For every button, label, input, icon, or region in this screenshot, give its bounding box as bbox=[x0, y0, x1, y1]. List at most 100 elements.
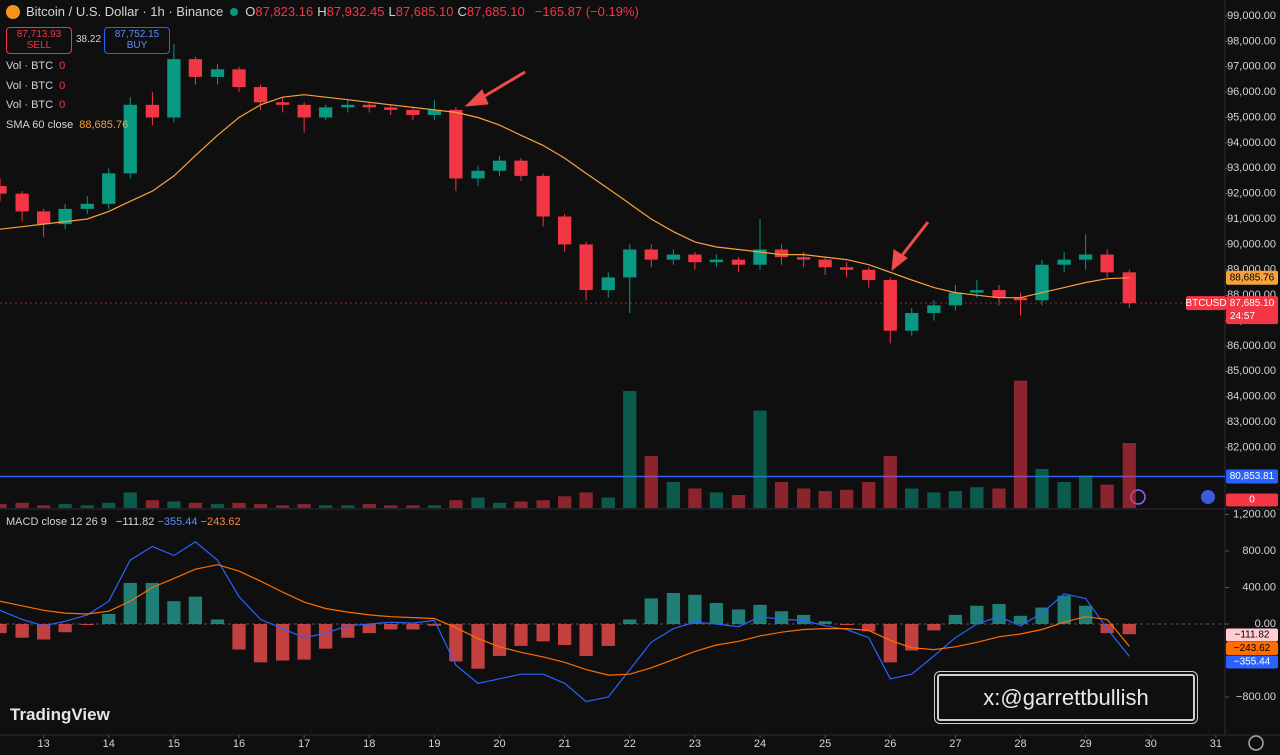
y-tick-label: 92,000.00 bbox=[1227, 188, 1276, 200]
volume-bar bbox=[0, 504, 7, 508]
volume-bar bbox=[362, 504, 376, 508]
candle-body bbox=[601, 277, 615, 291]
symbol-title: Bitcoin / U.S. Dollar · 1h · Binance bbox=[26, 4, 224, 19]
ohlc-value: 87,932.45 bbox=[326, 4, 385, 19]
legend-value: 0 bbox=[59, 79, 66, 92]
y-tick-label: 90,000.00 bbox=[1227, 238, 1276, 250]
histogram-bar bbox=[753, 604, 767, 625]
ohlc-key: O bbox=[245, 4, 256, 19]
candle-body bbox=[362, 104, 376, 108]
histogram-bar bbox=[318, 624, 333, 649]
x-tick-label: 16 bbox=[233, 738, 245, 750]
histogram-bar bbox=[905, 624, 919, 651]
volume-bar bbox=[102, 502, 116, 508]
candle-body bbox=[839, 267, 854, 270]
histogram-bar bbox=[80, 624, 94, 626]
histogram-bar bbox=[167, 601, 181, 625]
histogram-bar bbox=[58, 624, 72, 633]
histogram-bar bbox=[992, 603, 1006, 625]
header: Bitcoin / U.S. Dollar · 1h · Binance O87… bbox=[6, 4, 639, 19]
candle-body bbox=[384, 107, 398, 110]
x-tick-label: 25 bbox=[819, 738, 831, 750]
volume-bar bbox=[275, 505, 290, 508]
sell-button[interactable]: 87,713.93 SELL bbox=[6, 27, 72, 54]
volume-bar bbox=[167, 501, 181, 508]
volume-last-label-bg bbox=[1226, 493, 1278, 507]
candle-body bbox=[123, 104, 137, 174]
volume-bar bbox=[145, 500, 160, 508]
volume-bar bbox=[514, 501, 528, 508]
volume-bar bbox=[731, 495, 746, 508]
candle-body bbox=[0, 186, 7, 194]
y-tick-label: 99,000.00 bbox=[1227, 10, 1276, 22]
ohlc-value: 87,685.10 bbox=[466, 4, 525, 19]
sma-legend: SMA 60 close 88,685.76 bbox=[6, 119, 128, 131]
volume-bar bbox=[406, 505, 420, 508]
ohlc-value: 87,823.16 bbox=[255, 4, 314, 19]
candle-body bbox=[80, 203, 94, 209]
signal-value: −243.62 bbox=[200, 516, 241, 528]
x-tick-label: 24 bbox=[754, 738, 766, 750]
settings-icon[interactable] bbox=[1248, 735, 1264, 751]
volume-bar bbox=[123, 492, 137, 508]
volume-bar bbox=[341, 505, 355, 508]
volume-bar bbox=[862, 482, 876, 508]
volume-legend: Vol · BTC 0 bbox=[6, 99, 65, 111]
histogram-bar bbox=[253, 624, 268, 663]
legend-value: 0 bbox=[59, 99, 66, 111]
volume-bar bbox=[36, 505, 51, 508]
volume-bar bbox=[188, 502, 203, 508]
signal-last-label: −243.62 bbox=[1234, 643, 1271, 654]
buy-price: 87,752.15 bbox=[114, 29, 160, 40]
y-tick-label: 82,000.00 bbox=[1227, 441, 1276, 453]
candle-body bbox=[970, 290, 984, 293]
volume-bar bbox=[210, 504, 225, 508]
candle-body bbox=[1057, 259, 1071, 265]
candle-body bbox=[232, 69, 246, 88]
volume-last-label: 0 bbox=[1249, 495, 1255, 506]
volume-bar bbox=[427, 505, 442, 508]
candle-body bbox=[36, 211, 51, 225]
candle-body bbox=[58, 208, 72, 225]
volume-bar bbox=[883, 456, 897, 508]
candle-body bbox=[883, 279, 897, 331]
candle-body bbox=[688, 254, 702, 263]
flag-icon[interactable] bbox=[1201, 490, 1215, 504]
y-tick-label: 400.00 bbox=[1242, 581, 1276, 593]
x-tick-label: 15 bbox=[168, 738, 180, 750]
volume-bar bbox=[297, 504, 311, 508]
candle-body bbox=[406, 109, 420, 115]
volume-bar bbox=[557, 496, 572, 508]
ohlc-key: H bbox=[317, 4, 327, 19]
volume-bar bbox=[318, 505, 333, 508]
y-tick-label: 800.00 bbox=[1242, 545, 1276, 557]
histogram-bar bbox=[471, 624, 485, 669]
legend-name: Vol · BTC bbox=[6, 60, 54, 72]
buy-button[interactable]: 87,752.15 BUY bbox=[104, 27, 170, 54]
countdown: 24:57 bbox=[1230, 311, 1255, 322]
macd-line bbox=[0, 541, 1130, 703]
volume-bar bbox=[1122, 443, 1136, 508]
sell-price: 87,713.93 bbox=[16, 29, 62, 40]
candle-body bbox=[275, 102, 290, 105]
histogram-bar bbox=[666, 592, 681, 625]
x-tick-label: 28 bbox=[1014, 738, 1026, 750]
histogram-bar bbox=[384, 624, 398, 630]
y-tick-label: 93,000.00 bbox=[1227, 162, 1276, 174]
price-level-label: 80,853.81 bbox=[1230, 471, 1275, 482]
x-tick-label: 18 bbox=[363, 738, 375, 750]
candle-body bbox=[297, 104, 311, 118]
legend-value: 0 bbox=[59, 60, 66, 72]
candle-body bbox=[557, 216, 572, 245]
candle-body bbox=[188, 59, 203, 77]
candle-body bbox=[471, 170, 485, 179]
histogram-bar bbox=[1013, 615, 1028, 625]
status-dot bbox=[230, 7, 239, 16]
candle-body bbox=[427, 109, 442, 115]
macd-legend: MACD close 12 26 9 −111.82 −355.44 −243.… bbox=[6, 516, 241, 528]
histogram-bar bbox=[492, 624, 507, 656]
y-tick-label: 97,000.00 bbox=[1227, 61, 1276, 73]
volume-bar bbox=[579, 492, 593, 508]
volume-bar bbox=[1035, 469, 1049, 508]
x-tick-label: 23 bbox=[689, 738, 701, 750]
